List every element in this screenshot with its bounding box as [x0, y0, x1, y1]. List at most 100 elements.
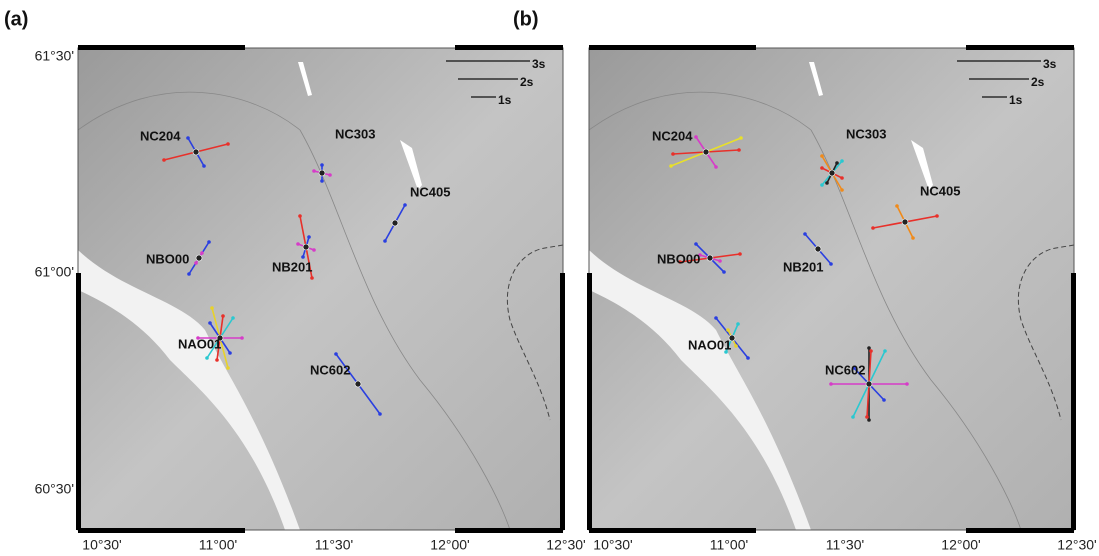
bar-end — [240, 336, 244, 340]
bar-end — [865, 415, 869, 419]
frame-band — [966, 528, 1074, 533]
station — [703, 149, 709, 155]
map-background — [78, 48, 563, 530]
bar-end — [851, 415, 855, 419]
station-label: NC303 — [846, 126, 886, 141]
bar-end — [215, 358, 219, 362]
bar-end — [671, 152, 675, 156]
bar-end — [320, 163, 324, 167]
bar-end — [194, 261, 198, 265]
station-label: NBO00 — [146, 251, 189, 266]
y-tick-label: 61°00' — [35, 264, 74, 280]
station-label: NBO00 — [657, 251, 700, 266]
station-label: NC204 — [652, 128, 693, 143]
x-tick-label: 12°00' — [941, 537, 980, 553]
bar-end — [722, 270, 726, 274]
frame-band — [455, 528, 563, 533]
bar-end — [726, 328, 730, 332]
frame-band — [1071, 273, 1076, 530]
bar-end — [312, 248, 316, 252]
figure: (a)61°30'61°00'60°30'10°30'11°00'11°30'1… — [0, 0, 1099, 556]
bar-end — [207, 240, 211, 244]
bar-end — [714, 316, 718, 320]
station-label: NB201 — [783, 259, 823, 274]
x-tick-label: 12°30' — [546, 537, 585, 553]
bar-end — [221, 314, 225, 318]
bar-end — [162, 158, 166, 162]
x-tick-label: 11°00' — [710, 537, 748, 553]
panel-label: (a) — [4, 8, 28, 30]
station — [866, 381, 872, 387]
bar-end — [378, 412, 382, 416]
bar-end — [736, 322, 740, 326]
frame-band — [589, 45, 756, 50]
map-background — [589, 48, 1074, 530]
station — [196, 255, 202, 261]
scale-label: 3s — [1043, 57, 1057, 71]
map-panel: (b)10°30'11°00'11°30'12°00'12°30'3s2s1sN… — [513, 8, 1097, 552]
bar-end — [310, 276, 314, 280]
station-label: NC204 — [140, 128, 181, 143]
scale-label: 2s — [520, 75, 534, 89]
bar-end — [296, 242, 300, 246]
frame-band — [76, 273, 81, 530]
bar-end — [334, 352, 338, 356]
bar-end — [301, 255, 305, 259]
bar-end — [905, 382, 909, 386]
bar-end — [840, 159, 844, 163]
bar-end — [737, 148, 741, 152]
bar-end — [328, 173, 332, 177]
bar-end — [825, 181, 829, 185]
x-tick-label: 12°30' — [1057, 537, 1096, 553]
x-tick-label: 11°30' — [315, 537, 353, 553]
station — [355, 381, 361, 387]
bar-end — [208, 321, 212, 325]
bar-end — [882, 398, 886, 402]
bar-end — [200, 251, 204, 255]
bar-end — [383, 239, 387, 243]
bar-end — [202, 164, 206, 168]
station — [829, 170, 835, 176]
bar-end — [186, 136, 190, 140]
station-label: NC602 — [825, 362, 865, 377]
bar-end — [187, 272, 191, 276]
station — [707, 255, 713, 261]
bar-end — [935, 214, 939, 218]
bar-end — [210, 306, 214, 310]
map-panel: (a)61°30'61°00'60°30'10°30'11°00'11°30'1… — [4, 8, 586, 552]
station — [902, 219, 908, 225]
scale-label: 2s — [1031, 75, 1045, 89]
scale-label: 1s — [1009, 93, 1023, 107]
station-label: NC405 — [920, 183, 960, 198]
bar-end — [718, 259, 722, 263]
panel-label: (b) — [513, 8, 539, 30]
frame-band — [587, 273, 592, 530]
station — [815, 246, 821, 252]
bar-end — [205, 356, 209, 360]
bar-end — [231, 316, 235, 320]
bar-end — [829, 262, 833, 266]
bar-end — [746, 356, 750, 360]
station — [303, 244, 309, 250]
bar-end — [895, 204, 899, 208]
bar-end — [869, 349, 873, 353]
station — [193, 149, 199, 155]
bar-end — [694, 135, 698, 139]
frame-band — [455, 45, 563, 50]
station-label: NAO01 — [688, 337, 731, 352]
station-label: NC602 — [310, 362, 350, 377]
bar-end — [803, 232, 807, 236]
bar-end — [228, 351, 232, 355]
station-label: NC405 — [410, 184, 450, 199]
y-tick-label: 61°30' — [35, 48, 74, 64]
scale-label: 1s — [498, 93, 512, 107]
bar-end — [714, 165, 718, 169]
station-label: NC303 — [335, 126, 375, 141]
bar-end — [669, 164, 673, 168]
frame-band — [560, 273, 565, 530]
bar-end — [871, 226, 875, 230]
bar-end — [694, 242, 698, 246]
bar-end — [820, 183, 824, 187]
frame-band — [78, 45, 245, 50]
bar-end — [840, 188, 844, 192]
